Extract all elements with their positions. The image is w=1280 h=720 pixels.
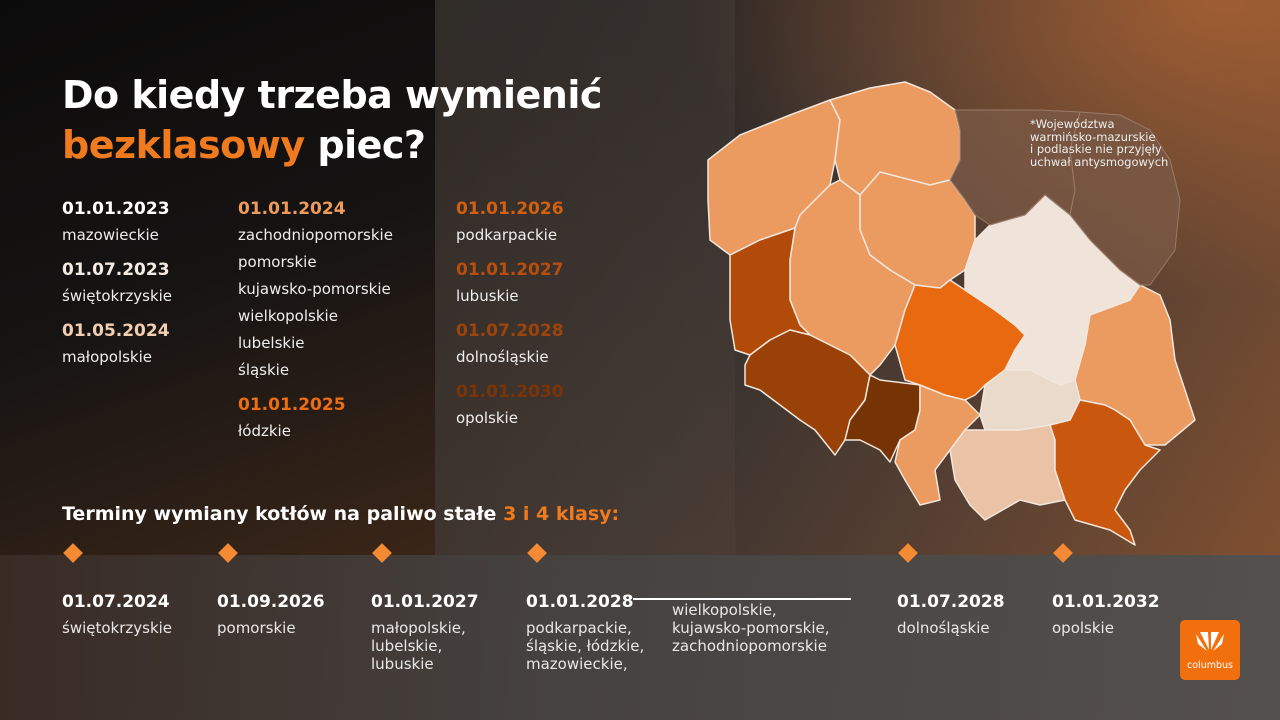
- timeline-heading: Terminy wymiany kotłów na paliwo stałe 3…: [62, 503, 619, 525]
- deadline-column: 01.01.2026 podkarpackie 01.01.2027 lubuskie…: [456, 196, 564, 432]
- timeline-date: 01.01.2028: [526, 592, 634, 612]
- bottom-band: [0, 555, 1280, 720]
- timeline-regions: podkarpackie, śląskie, łódzkie, mazowiec…: [526, 619, 645, 673]
- deadline-column: 01.01.2023 mazowieckie 01.07.2023 świętokrz…: [62, 196, 172, 371]
- logo-text: columbus: [1187, 660, 1233, 671]
- region-name: małopolskie: [62, 348, 153, 366]
- timeline-date: 01.01.2032: [1052, 592, 1160, 612]
- deadline-date: 01.07.2023: [62, 260, 170, 280]
- timeline-regions: opolskie: [1052, 619, 1114, 637]
- logo-rays-icon: [1196, 632, 1224, 651]
- timeline-item: 01.09.2026 pomorskie: [217, 589, 325, 637]
- region-name: łódzkie: [238, 422, 291, 440]
- page-title: Do kiedy trzeba wymienić bezklasowy piec…: [62, 70, 602, 170]
- region-name: lubelskie: [238, 334, 305, 352]
- region-name: wielkopolskie: [238, 307, 338, 325]
- timeline-item: 01.07.2024 świętokrzyskie: [62, 589, 172, 637]
- deadline-column: 01.01.2024 zachodniopomorskie pomorskie kuj…: [238, 196, 393, 445]
- region-name: lubuskie: [456, 287, 519, 305]
- timeline-item: 01.01.2028 podkarpackie, śląskie, łódzkie…: [526, 589, 644, 673]
- timeline-connector-line: [633, 598, 851, 600]
- deadline-date: 01.01.2024: [238, 199, 346, 219]
- region-name: świętokrzyskie: [62, 287, 173, 305]
- deadline-date: 01.05.2024: [62, 321, 170, 341]
- timeline-date: 01.07.2028: [897, 592, 1005, 612]
- timeline-heading-text: Terminy wymiany kotłów na paliwo stałe: [62, 503, 504, 525]
- timeline-date: 01.01.2027: [371, 592, 479, 612]
- title-accent: bezklasowy: [62, 123, 305, 167]
- region-name: pomorskie: [238, 253, 317, 271]
- title-line2: bezklasowy piec?: [62, 120, 602, 170]
- region-name: zachodniopomorskie: [238, 226, 393, 244]
- title-rest: piec?: [304, 123, 426, 167]
- background-left: [0, 0, 435, 555]
- region-name: dolnośląskie: [456, 348, 549, 366]
- timeline-date: 01.09.2026: [217, 592, 325, 612]
- region-śląskie: [894, 384, 981, 506]
- timeline-regions: świętokrzyskie: [62, 619, 173, 637]
- timeline-item-continued: wielkopolskie, kujawsko-pomorskie, zacho…: [672, 597, 830, 655]
- region-małopolskie: [949, 424, 1066, 521]
- timeline-regions: wielkopolskie, kujawsko-pomorskie, zacho…: [672, 601, 830, 655]
- region-name: opolskie: [456, 409, 518, 427]
- region-name: śląskie: [238, 361, 290, 379]
- deadline-date: 01.01.2030: [456, 382, 564, 402]
- timeline-item: 01.01.2027 małopolskie, lubelskie, lubusk…: [371, 589, 479, 673]
- deadline-date: 01.01.2025: [238, 395, 346, 415]
- region-name: kujawsko-pomorskie: [238, 280, 391, 298]
- timeline-date: 01.07.2024: [62, 592, 170, 612]
- region-warmińsko-mazurskie: [949, 109, 1081, 226]
- region-name: mazowieckie: [62, 226, 159, 244]
- deadline-date: 01.01.2026: [456, 199, 564, 219]
- timeline-regions: pomorskie: [217, 619, 296, 637]
- deadline-date: 01.07.2028: [456, 321, 564, 341]
- region-podkarpackie: [1049, 399, 1161, 546]
- columbus-logo: columbus: [1180, 620, 1240, 680]
- region-name: podkarpackie: [456, 226, 558, 244]
- title-line1: Do kiedy trzeba wymienić: [62, 73, 602, 117]
- timeline-regions: małopolskie, lubelskie, lubuskie: [371, 619, 466, 673]
- timeline-item: 01.07.2028 dolnośląskie: [897, 589, 1005, 637]
- deadline-date: 01.01.2027: [456, 260, 564, 280]
- timeline-regions: dolnośląskie: [897, 619, 990, 637]
- map-footnote: *Województwa warmińsko-mazurskie i podla…: [1030, 117, 1169, 169]
- deadline-date: 01.01.2023: [62, 199, 170, 219]
- region-podlaskie: [1069, 111, 1181, 286]
- timeline-heading-accent: 3 i 4 klasy:: [503, 503, 620, 525]
- timeline-item: 01.01.2032 opolskie: [1052, 589, 1160, 637]
